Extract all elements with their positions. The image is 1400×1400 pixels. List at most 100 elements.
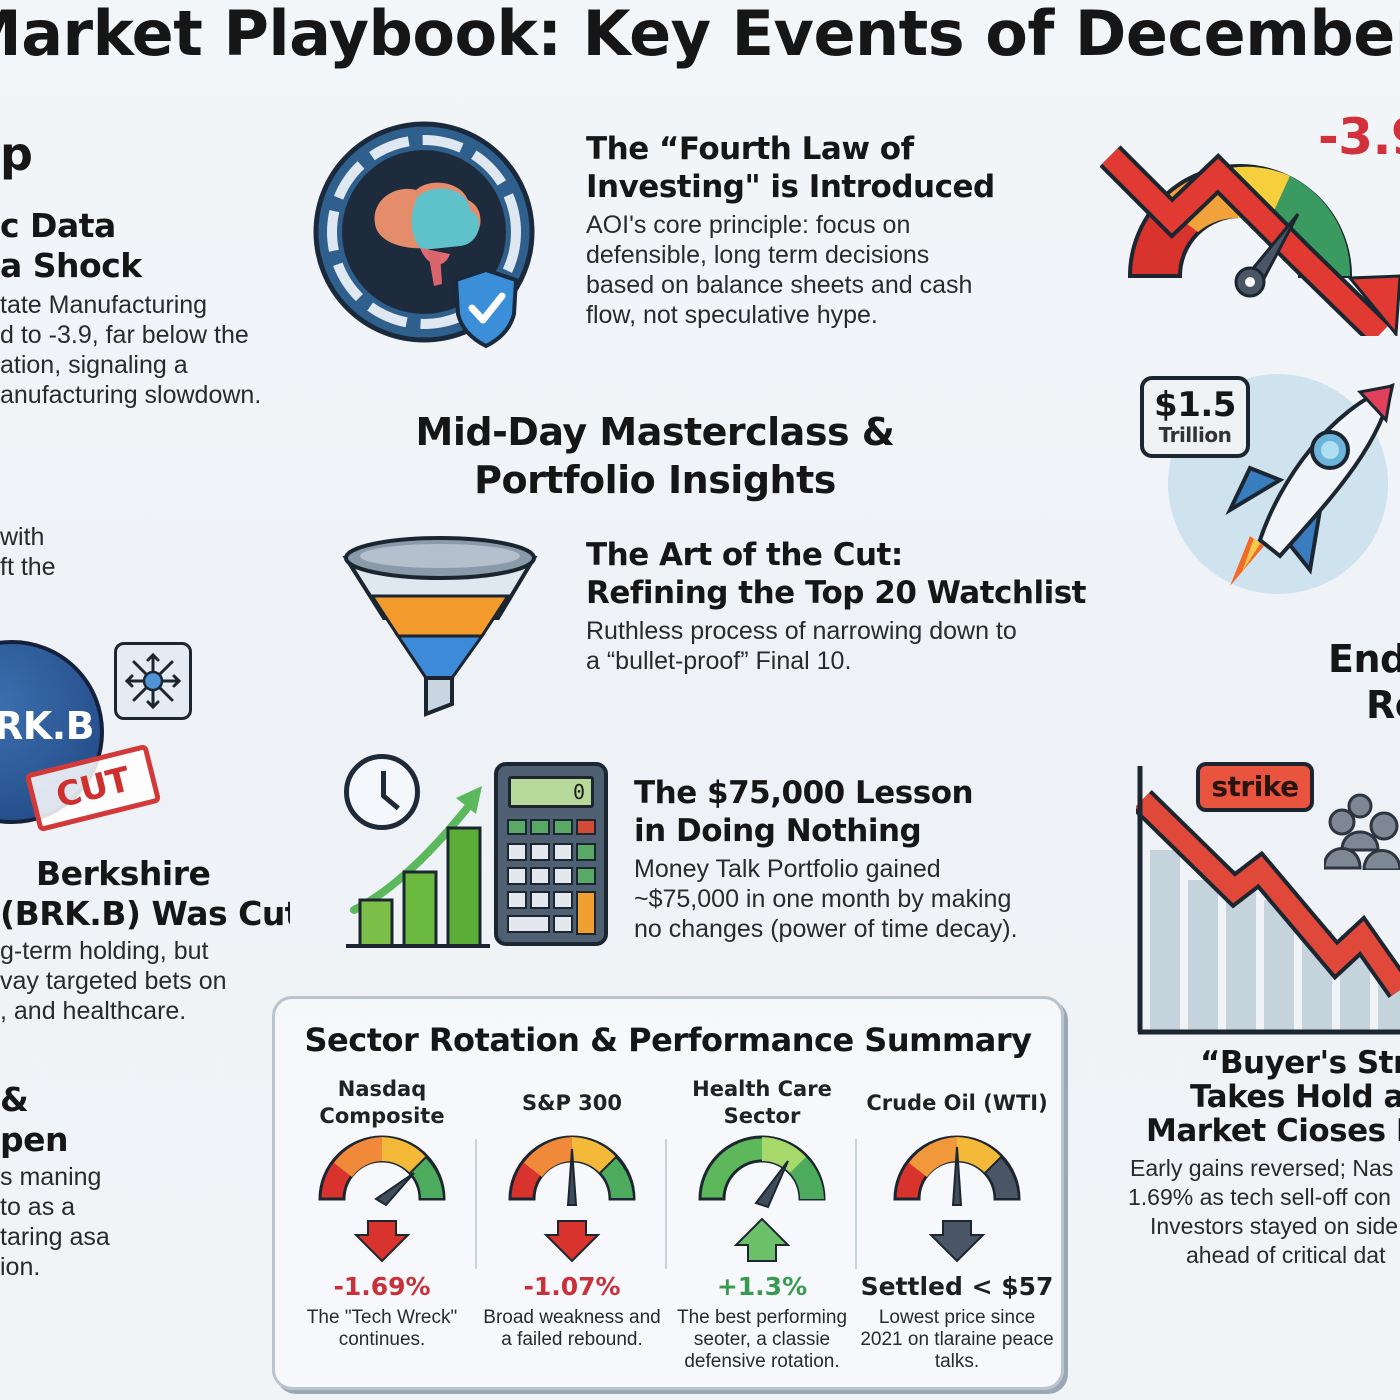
summary-item-sp: S&P 300 -1.07% Broad weakness and a fail… [477, 1073, 667, 1351]
buyers-strike-body-line: Investors stayed on side [1150, 1213, 1399, 1239]
column-divider [475, 1139, 477, 1269]
page-title: Market Playbook: Key Events of December … [0, 0, 1400, 70]
fourth-law-body-line: based on balance sheets and cash [586, 271, 973, 299]
summary-item-value: Settled < $57 [860, 1272, 1054, 1301]
summary-item-label: S&P 300 [522, 1090, 622, 1115]
rocket-bubble-unit: Trillion [1158, 423, 1232, 447]
item-body-line: s maning [0, 1163, 102, 1191]
art-of-cut-heading-line: The Art of the Cut: [586, 537, 903, 573]
summary-item-label: Health Care Sector [692, 1077, 832, 1128]
summary-item-crude-oil: Crude Oil (WTI) Settled < $57 Lowest pri… [857, 1073, 1057, 1373]
item-body-line: ion. [0, 1253, 41, 1281]
item-body-line: taring asa [0, 1223, 110, 1251]
right-section-heading-line: Re [1366, 683, 1400, 727]
item-heading-line: Berkshire [36, 854, 211, 893]
mid-day-heading: Mid-Day Masterclass & Portfolio Insights [360, 408, 950, 504]
fourth-law-heading-line: Investing" is Introduced [586, 169, 995, 205]
strike-bubble-text: strike [1211, 770, 1299, 803]
lesson-section: The $75,000 Lesson in Doing Nothing Mone… [634, 774, 1054, 944]
gauge-down-icon [893, 1135, 1021, 1263]
people-group-icon [1322, 790, 1400, 872]
calculator-icon: 0 [494, 762, 608, 946]
calculator-display: 0 [508, 776, 594, 808]
lesson-heading-line: in Doing Nothing [634, 813, 922, 849]
item-body-line: g-term holding, but [0, 937, 209, 965]
art-of-cut-body-line: Ruthless process of narrowing down to [586, 617, 1017, 645]
gauge-down-icon [508, 1135, 636, 1263]
right-section-heading: End Re [1300, 636, 1400, 728]
buyers-strike-section: “Buyer's Strike” Takes Hold as Market Ci… [1110, 1046, 1400, 1270]
fourth-law-section: The “Fourth Law of Investing" is Introdu… [586, 130, 1046, 330]
item-body-line: anufacturing slowdown. [0, 381, 262, 409]
item-heading-line: & [0, 1080, 29, 1119]
item-heading-line: c Data [0, 206, 116, 245]
item-body-line: d to -3.9, far below the [0, 321, 249, 349]
clock-icon [344, 754, 420, 830]
summary-item-description: The "Tech Wreck" continues. [306, 1307, 458, 1350]
item-body-line: , and healthcare. [0, 997, 187, 1025]
fourth-law-heading-line: The “Fourth Law of [586, 131, 914, 167]
sector-summary-panel: Sector Rotation & Performance Summary Na… [272, 996, 1064, 1390]
column-divider [665, 1139, 667, 1269]
economic-data-shock-item: c Data a Shock tate Manufacturing d to -… [0, 206, 290, 410]
gauge-up-icon [698, 1135, 826, 1262]
gauge-down-icon [318, 1135, 446, 1263]
buyers-strike-body-line: ahead of critical dat [1186, 1242, 1386, 1268]
art-of-cut-section: The Art of the Cut: Refining the Top 20 … [586, 536, 1087, 676]
manufacturing-gauge-drop-icon: -3.9 [1099, 96, 1400, 345]
gauge-value-label: -3.9 [1318, 108, 1400, 166]
left-section-heading: p [0, 127, 33, 181]
summary-item-description: The best performing seoter, a classie de… [676, 1307, 848, 1372]
funnel-icon [340, 528, 540, 718]
declining-chart-icon [1132, 760, 1400, 1036]
summary-item-description: Broad weakness and a failed rebound. [483, 1307, 661, 1350]
diversify-arrows-icon [114, 642, 192, 720]
buyers-strike-heading-line: Takes Hold as [1190, 1079, 1400, 1115]
fourth-law-body-line: AOI's core principle: focus on [586, 211, 911, 239]
lesson-body-line: Money Talk Portfolio gained [634, 855, 941, 883]
column-divider [855, 1139, 857, 1269]
art-of-cut-heading-line: Refining the Top 20 Watchlist [586, 575, 1087, 611]
berkshire-cut-item: Berkshire (BRK.B) Was Cut g-term holding… [0, 854, 290, 1026]
buyers-strike-body-line: 1.69% as tech sell-off con [1128, 1184, 1391, 1210]
growth-bar-chart-icon [344, 780, 490, 950]
item-heading-line: pen [0, 1120, 69, 1159]
summary-item-label: Nasdaq Composite [319, 1077, 445, 1128]
buyers-strike-heading-line: Market Cioses Lo [1146, 1113, 1400, 1149]
fourth-law-body-line: defensible, long term decisions [586, 241, 930, 269]
cut-stamp-text: CUT [52, 759, 134, 817]
strike-speech-bubble: strike [1196, 762, 1314, 812]
buyers-strike-heading-line: “Buyer's Strike” [1200, 1046, 1400, 1081]
lesson-body-line: no changes (power of time decay). [634, 915, 1018, 943]
brain-shield-icon [310, 118, 542, 350]
brkb-badge-text: RK.B [0, 704, 95, 748]
summary-item-description: Lowest price since 2021 on tlaraine peac… [860, 1307, 1054, 1372]
fourth-law-body-line: flow, not speculative hype. [586, 301, 878, 329]
right-section-heading-line: End [1328, 637, 1400, 681]
mid-day-heading-line: Mid-Day Masterclass & [415, 410, 895, 454]
lesson-heading-line: The $75,000 Lesson [634, 775, 974, 811]
left-item-4: & pen s maning to as a taring asa ion. [0, 1080, 290, 1282]
rocket-speech-bubble: $1.5 Trillion [1140, 376, 1250, 458]
item-heading-line: a Shock [0, 246, 142, 285]
item-body-line: vay targeted bets on [0, 967, 227, 995]
rocket-icon [1160, 360, 1400, 590]
sector-summary-title: Sector Rotation & Performance Summary [304, 1021, 1032, 1059]
summary-item-health-care: Health Care Sector +1.3% The best perfor… [667, 1073, 857, 1373]
rocket-bubble-amount: $1.5 [1154, 385, 1236, 425]
art-of-cut-body-line: a “bullet-proof” Final 10. [586, 647, 852, 675]
item-body-line: ft the [0, 553, 56, 581]
summary-item-label: Crude Oil (WTI) [866, 1090, 1048, 1115]
summary-item-value: -1.69% [333, 1272, 431, 1301]
lesson-body-line: ~$75,000 in one month by making [634, 885, 1012, 913]
buyers-strike-body-line: Early gains reversed; Nas [1130, 1155, 1394, 1181]
summary-item-value: +1.3% [716, 1272, 808, 1301]
summary-item-nasdaq: Nasdaq Composite -1.69% The "Tech Wreck"… [287, 1073, 477, 1351]
item-body-line: ation, signaling a [0, 351, 188, 379]
left-item-2: with ft the [0, 522, 290, 582]
item-heading-line: (BRK.B) Was Cut [0, 894, 290, 933]
item-body-line: tate Manufacturing [0, 291, 208, 319]
summary-item-value: -1.07% [523, 1272, 621, 1301]
mid-day-heading-line: Portfolio Insights [474, 458, 836, 502]
item-body-line: with [0, 523, 45, 551]
